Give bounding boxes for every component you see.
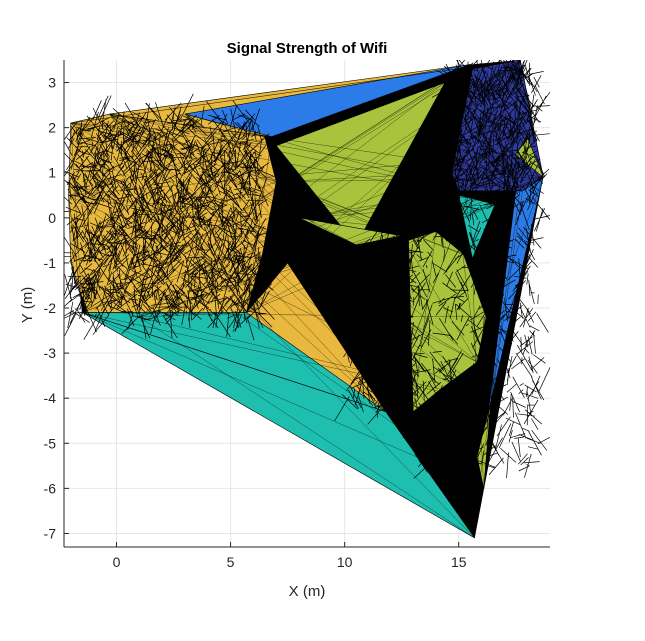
surface-region-11 [515,136,544,179]
y-tick-label-3: -4 [44,390,57,406]
y-tick-labels: -7 -6 -5 -4 -3 -2 -1 0 1 2 3 [44,75,57,542]
x-tick-label-1: 5 [227,554,235,570]
y-tick-label-4: -3 [44,345,57,361]
y-tick-label-7: 0 [48,210,56,226]
y-tick-label-6: -1 [44,255,57,271]
y-tick-label-2: -5 [44,435,57,451]
axes [63,60,550,548]
x-tick-label-3: 15 [451,554,467,570]
mesh-cluster-3 [334,221,434,426]
y-tick-label-10: 3 [48,75,56,91]
x-tick-label-0: 0 [113,554,121,570]
surface-region-5 [298,217,402,246]
x-axis-label: X (m) [289,583,326,600]
mesh-lines [64,60,550,539]
y-axis-label: Y (m) [19,287,36,323]
x-tick-label-2: 10 [337,554,353,570]
y-tick-label-9: 2 [48,120,56,136]
y-tick-label-0: -7 [44,525,57,541]
mesh-spokes [68,60,544,539]
surface-region-3 [275,81,446,246]
y-tick-label-8: 1 [48,165,56,181]
surface-region-7 [82,312,386,412]
y-tick-label-1: -6 [44,480,57,496]
y-tick-label-5: -2 [44,300,57,316]
chart-title: Signal Strength of Wifi [227,40,388,57]
x-tick-labels: 0 5 10 15 [113,554,467,570]
surface-region-12 [458,194,496,260]
